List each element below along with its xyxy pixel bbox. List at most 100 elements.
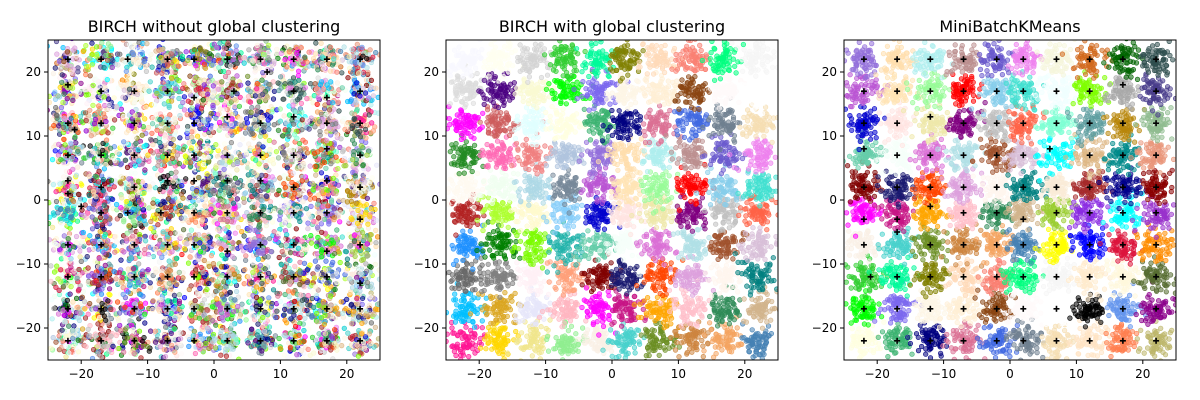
scatter-point (191, 46, 198, 53)
scatter-point (174, 255, 180, 262)
scatter-point (92, 238, 98, 244)
scatter-point (114, 56, 120, 62)
scatter-point (153, 48, 159, 54)
scatter-point (107, 145, 114, 151)
scatter-point (121, 242, 127, 249)
scatter-point (122, 340, 128, 346)
scatter-point (132, 283, 138, 290)
scatter-point (53, 40, 60, 45)
scatter-point (189, 129, 195, 135)
scatter-point (117, 279, 123, 285)
scatter-point (66, 323, 72, 329)
scatter-point (183, 159, 189, 165)
scatter-point (203, 340, 209, 347)
scatter-point (176, 77, 182, 84)
scatter-point (118, 81, 124, 88)
scatter-point (301, 338, 307, 344)
scatter-point (77, 300, 83, 306)
scatter-point (89, 40, 95, 46)
scatter-point (210, 197, 216, 203)
scatter-point (157, 140, 163, 146)
scatter-point (241, 158, 248, 164)
scatter-point (267, 344, 274, 351)
scatter-point (77, 240, 83, 246)
scatter-point (228, 50, 234, 56)
scatter-point (150, 142, 156, 148)
scatter-point (118, 174, 124, 180)
scatter-point (176, 300, 182, 307)
scatter-point (215, 240, 221, 246)
scatter-point (71, 323, 77, 329)
scatter-point (96, 103, 102, 109)
scatter-point (53, 339, 59, 345)
scatter-point (234, 288, 240, 295)
scatter-point (170, 178, 176, 184)
scatter-point (260, 144, 266, 150)
scatter-point (55, 242, 61, 248)
scatter-point (91, 192, 97, 198)
scatter-point (196, 79, 202, 86)
scatter-point (99, 221, 105, 227)
scatter-point (125, 127, 132, 133)
scatter-point (73, 172, 79, 178)
scatter-point (113, 276, 119, 282)
scatter-point (219, 272, 225, 278)
scatter-point (64, 218, 70, 224)
scatter-point (246, 227, 252, 233)
scatter-point (260, 206, 267, 212)
scatter-point (61, 312, 67, 318)
scatter-point (233, 211, 240, 217)
scatter-point (158, 128, 165, 134)
scatter-point (202, 203, 208, 209)
scatter-point (54, 51, 60, 57)
scatter-point (221, 279, 227, 285)
scatter-point (64, 49, 70, 55)
scatter-point (253, 338, 259, 344)
scatter-point (302, 334, 308, 340)
scatter-point (97, 228, 103, 235)
scatter-point (173, 245, 179, 251)
scatter-point (71, 268, 77, 274)
scatter-point (201, 244, 207, 250)
scatter-point (264, 112, 270, 118)
scatter-point (265, 254, 271, 260)
scatter-point (238, 243, 244, 249)
scatter-point (71, 186, 77, 192)
scatter-point (101, 249, 107, 256)
scatter-point (126, 280, 133, 286)
scatter-point (218, 97, 224, 103)
scatter-point (154, 127, 160, 133)
scatter-point (136, 189, 142, 195)
scatter-point (200, 117, 207, 124)
scatter-point (75, 69, 81, 75)
scatter-point (163, 125, 169, 131)
scatter-point (213, 123, 219, 129)
scatter-point (100, 341, 107, 347)
scatter-point (271, 229, 277, 235)
scatter-point (72, 158, 78, 164)
scatter-point (51, 240, 57, 246)
scatter-point (63, 168, 69, 174)
scatter-point (81, 299, 88, 305)
scatter-point (150, 200, 156, 206)
scatter-point (230, 187, 236, 194)
scatter-point (129, 193, 136, 199)
scatter-point (145, 48, 151, 55)
scatter-point (186, 286, 192, 293)
scatter-point (110, 343, 116, 350)
scatter-point (274, 192, 280, 198)
scatter-point (101, 64, 107, 71)
scatter-point (238, 82, 244, 88)
scatter-point (117, 180, 123, 186)
scatter-point (136, 328, 143, 334)
scatter-point (232, 96, 238, 102)
scatter-point (225, 184, 231, 191)
scatter-point (110, 125, 116, 131)
scatter-point (305, 346, 311, 353)
scatter-point (113, 103, 120, 110)
scatter-point (75, 148, 81, 154)
scatter-point (162, 184, 168, 190)
scatter-point (95, 351, 101, 357)
scatter-point (49, 224, 56, 230)
